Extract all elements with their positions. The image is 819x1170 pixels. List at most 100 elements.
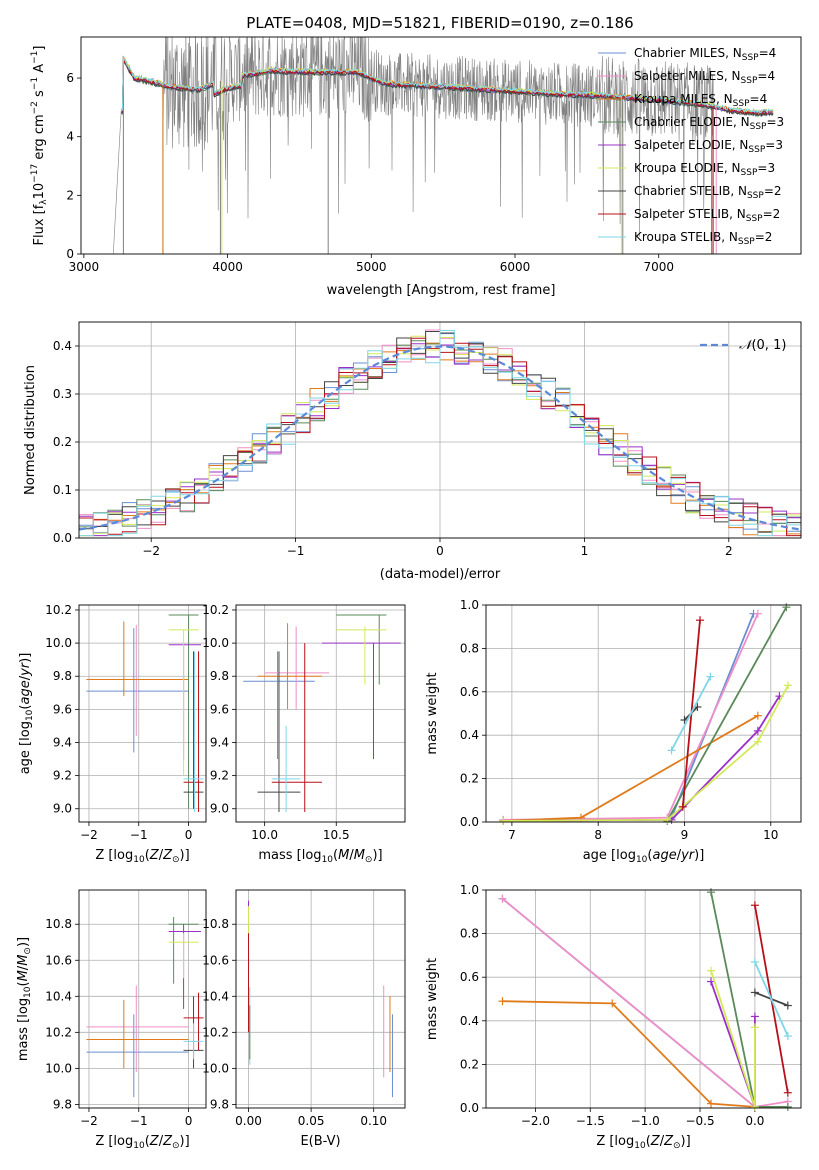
x-tick-label: −1.5	[576, 1114, 605, 1128]
y-tick-label: 4	[66, 130, 74, 144]
legend-label: Chabrier ELODIE, NSSP=3	[634, 115, 784, 132]
y-tick-label: 0.3	[53, 387, 72, 401]
legend-tail: =3	[757, 161, 775, 175]
residuals-frame	[78, 321, 802, 539]
y-tick-label: 9.8	[53, 1097, 72, 1111]
y-tick-label: 0.8	[460, 927, 479, 941]
histogram-group	[78, 329, 802, 537]
axes-mass_vs_Z: −2 −1 0 9.8 10.0 10.2 10.4 10.6 10.8	[45, 890, 206, 1128]
y-tick-label: 0.6	[460, 685, 479, 699]
axes-weight_vs_Z: −2.0 −1.5 −1.0 −0.5 0.0 0.0 0.2 0.4 0.6 0.8 1.0	[460, 883, 801, 1128]
model-spectrum-8	[120, 57, 774, 114]
x-tick-label: −1	[130, 828, 148, 842]
weight_vs_Z-xlabel: Z [log10(Z/Z⊙)]	[596, 1134, 690, 1151]
y-tick-label: 6	[66, 71, 74, 85]
axes-age_vs_Z: −2 −1 0 9.0 9.2 9.4 9.6 9.8 10.0 10.2	[45, 603, 206, 842]
y-tick-label: 9.8	[53, 669, 72, 683]
y-tick-label: 10.2	[202, 1025, 229, 1039]
y-tick-label: 0.4	[53, 339, 72, 353]
x-tick-label: 0.05	[298, 1114, 325, 1128]
errorbars-age_vs_mass	[243, 614, 401, 813]
y-tick-label: 9.2	[210, 769, 229, 783]
legend-sub: SSP	[742, 53, 759, 63]
legend-label: Salpeter STELIB, NSSP=2	[634, 207, 780, 224]
y-tick-label: 0.4	[460, 728, 479, 742]
y-tick-label: 10.8	[202, 917, 229, 931]
x-tick-label: 10.0	[251, 828, 278, 842]
weights-weight_vs_age	[499, 603, 793, 825]
y-tick-label: 0.1	[53, 483, 72, 497]
y-tick-label: 9.4	[210, 735, 229, 749]
legend-text: Kroupa STELIB, N	[634, 230, 738, 244]
normal-curve	[78, 345, 802, 531]
x-tick-label: 0	[185, 1114, 193, 1128]
legend-label: Salpeter ELODIE, NSSP=3	[634, 138, 783, 155]
x-tick-label: 7000	[643, 260, 674, 274]
age_vs_Z-frame	[78, 604, 207, 823]
y-tick-label: 9.0	[210, 802, 229, 816]
x-tick-label: 4000	[212, 260, 243, 274]
y-tick-label: 0.0	[460, 815, 479, 829]
legend-label: Kroupa STELIB, NSSP=2	[634, 230, 772, 247]
axes-age_vs_mass: 10.0 10.5 9.0 9.2 9.4 9.6 9.8 10.0 10.2	[202, 603, 405, 842]
y-tick-label: 9.0	[53, 802, 72, 816]
legend-sub: SSP	[741, 76, 758, 86]
age_vs_Z-xlabel: Z [log10(Z/Z⊙)]	[95, 848, 189, 865]
errorbars-mass_vs_EBV	[248, 900, 393, 1098]
mass_vs_EBV-xlabel: E(B-V)	[300, 1134, 340, 1149]
weight_vs_age-xlabel: age [log10(age/yr)]	[583, 848, 705, 865]
legend-label: Kroupa ELODIE, NSSP=3	[634, 161, 775, 178]
y-tick-label: 10.6	[202, 953, 229, 967]
y-tick-label: 10.4	[202, 989, 229, 1003]
x-tick-label: 2	[725, 544, 733, 558]
legend-sub: SSP	[750, 122, 767, 132]
spectrum-frame	[80, 36, 802, 255]
y-tick-label: 10.0	[45, 636, 72, 650]
legend-text: Chabrier ELODIE, N	[634, 115, 750, 129]
y-tick-label: 1.0	[460, 598, 479, 612]
legend-tail: =3	[766, 115, 784, 129]
x-tick-label: 3000	[69, 260, 100, 274]
x-tick-label: −1	[287, 544, 305, 558]
legend-normal-label: 𝒩(0, 1)	[739, 338, 786, 353]
legend-tail: =2	[755, 230, 773, 244]
y-tick-label: 10.6	[45, 953, 72, 967]
mass_vs_EBV-frame	[235, 889, 406, 1109]
x-tick-label: 0	[185, 828, 193, 842]
figure-title: PLATE=0408, MJD=51821, FIBERID=0190, z=0…	[246, 14, 633, 32]
weight-line-3	[666, 606, 788, 822]
x-tick-label: −1.0	[631, 1114, 660, 1128]
legend-tail: =3	[765, 138, 783, 152]
legend-label: Kroupa MILES, NSSP=4	[634, 92, 767, 109]
weight_vs_age-frame	[485, 604, 802, 823]
weight-line-2	[502, 1000, 755, 1108]
x-tick-label: 0	[436, 544, 444, 558]
x-tick-label: 0.10	[360, 1114, 387, 1128]
age_vs_mass-frame	[235, 604, 406, 823]
weight-line-5	[710, 970, 756, 1108]
x-tick-label: 9	[681, 828, 689, 842]
legend-text: Chabrier STELIB, N	[634, 184, 747, 198]
weights-weight_vs_Z	[498, 888, 792, 1111]
x-tick-label: 0.00	[235, 1114, 262, 1128]
legend-sub: SSP	[747, 191, 764, 201]
y-tick-label: 9.6	[53, 702, 72, 716]
y-tick-label: 0.2	[460, 1057, 479, 1071]
legend-tail: =4	[757, 69, 775, 83]
legend-text: Kroupa ELODIE, N	[634, 161, 741, 175]
y-tick-label: 10.2	[45, 603, 72, 617]
residuals-xlabel: (data-model)/error	[380, 567, 501, 582]
y-tick-label: 10.4	[45, 989, 72, 1003]
y-tick-label: 9.8	[210, 669, 229, 683]
y-tick-label: 0.0	[460, 1101, 479, 1115]
axes-weight_vs_age: 7 8 9 10 0.0 0.2 0.4 0.6 0.8 1.0	[460, 598, 801, 842]
legend-text: Salpeter ELODIE, N	[634, 138, 748, 152]
y-tick-label: 0.2	[460, 772, 479, 786]
y-tick-label: 10.0	[45, 1061, 72, 1075]
legend-sub: SSP	[738, 237, 755, 247]
x-tick-label: 10	[763, 828, 778, 842]
y-tick-label: 1.0	[460, 883, 479, 897]
age_vs_mass-xlabel: mass [log10(M/M⊙)]	[258, 848, 382, 865]
